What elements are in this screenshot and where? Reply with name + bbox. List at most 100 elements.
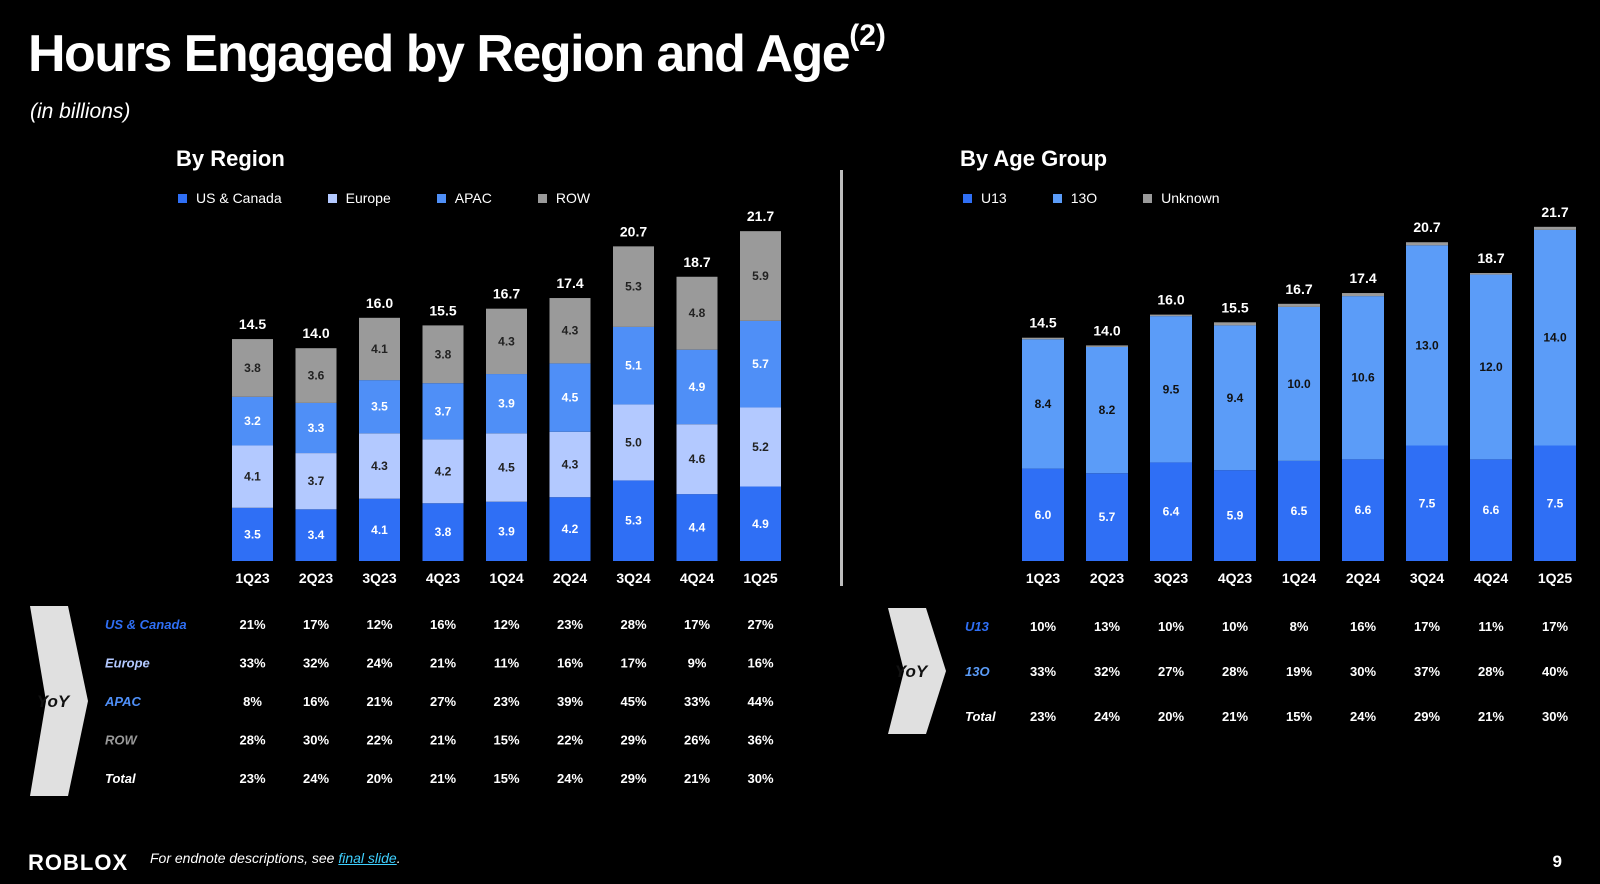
region-legend: US & Canada Europe APAC ROW <box>178 190 590 206</box>
data-label-u13-2q24: 6.6 <box>1355 503 1372 517</box>
page-title: Hours Engaged by Region and Age(2) <box>28 18 886 83</box>
bar-segment-u13-2q23 <box>1086 473 1128 561</box>
region-panel-title: By Region <box>176 146 285 171</box>
bar-segment-unknown-4q23 <box>1214 322 1256 326</box>
data-label-apac-2q23: 3.3 <box>308 421 325 435</box>
data-label-europe-1q25: 5.2 <box>752 440 769 454</box>
yoy-row-label-apac: APAC <box>104 694 141 709</box>
total-label-1q25: 21.7 <box>747 208 774 224</box>
total-label-1q24: 16.7 <box>1285 281 1312 297</box>
yoy-value-apac-3q24: 45% <box>620 694 646 709</box>
data-label-13o-1q23: 8.4 <box>1035 397 1052 411</box>
legend-label-europe: Europe <box>345 190 391 206</box>
region-yoy-table: YoY US & Canada 21% 17% 12% 16% 12% 23% 28% 17% 27… <box>30 606 774 796</box>
tick-label-4q23: 4Q23 <box>1218 570 1252 586</box>
tick-label-2q23: 2Q23 <box>299 570 333 586</box>
yoy-value-row-1q25: 36% <box>747 733 773 748</box>
bar-segment-13o-1q25 <box>1534 229 1576 446</box>
data-label-u13-1q24: 6.5 <box>1291 504 1308 518</box>
total-label-1q23: 14.5 <box>239 316 266 332</box>
bar-segment-europe-4q24 <box>676 424 718 495</box>
bar-segment-europe-3q24 <box>613 404 654 481</box>
yoy-value-europe-3q24: 17% <box>620 656 646 671</box>
tick-label-3q23: 3Q23 <box>362 570 396 586</box>
bar-segment-u13-1q25 <box>1534 445 1576 561</box>
bar-segment-europe-1q23 <box>232 445 273 508</box>
bar-segment-unknown-3q24 <box>1406 242 1448 246</box>
data-label-us-and-canada-1q25: 4.9 <box>752 517 769 531</box>
total-label-3q23: 16.0 <box>366 295 393 311</box>
data-label-us-and-canada-3q24: 5.3 <box>625 514 642 528</box>
data-label-europe-1q24: 4.5 <box>498 461 515 475</box>
bar-segment-apac-4q23 <box>422 383 464 440</box>
tick-label-4q23: 4Q23 <box>426 570 460 586</box>
yoy-value-u13-3q23: 10% <box>1158 619 1184 634</box>
yoy-value-13o-2q24: 30% <box>1350 664 1376 679</box>
data-label-row-4q23: 3.8 <box>435 347 452 361</box>
tick-label-1q24: 1Q24 <box>489 570 523 586</box>
data-label-13o-4q24: 12.0 <box>1479 360 1503 374</box>
bar-segment-us-and-canada-4q23 <box>422 503 464 561</box>
legend-label-row: ROW <box>555 190 591 206</box>
yoy-row-label-u13: U13 <box>965 619 990 634</box>
yoy-value-europe-1q23: 33% <box>239 656 265 671</box>
yoy-label: YoY <box>895 662 929 681</box>
yoy-value-total-4q23: 21% <box>1222 709 1248 724</box>
data-label-apac-3q23: 3.5 <box>371 400 388 414</box>
yoy-arrow-box <box>30 606 88 796</box>
yoy-value-europe-1q24: 11% <box>494 656 520 671</box>
legend-swatch-u13 <box>963 193 972 203</box>
total-label-4q23: 15.5 <box>429 302 456 318</box>
yoy-value-u13-2q24: 16% <box>1350 619 1376 634</box>
bar-segment-13o-2q24 <box>1342 296 1384 460</box>
bar-segment-13o-3q23 <box>1150 316 1192 463</box>
tick-label-1q25: 1Q25 <box>1538 570 1572 586</box>
yoy-value-total-3q23: 20% <box>366 771 392 786</box>
total-label-3q24: 20.7 <box>1413 219 1440 235</box>
data-label-u13-4q23: 5.9 <box>1227 509 1244 523</box>
yoy-value-europe-1q25: 16% <box>747 656 773 671</box>
data-label-us-and-canada-3q23: 4.1 <box>371 523 388 537</box>
yoy-value-us-and-canada-4q23: 16% <box>430 617 456 632</box>
yoy-value-total-1q23: 23% <box>1030 709 1056 724</box>
region-stacked-bar-chart: 3.5 4.1 3.2 3.8 14.5 1Q23 3.4 3.7 3.3 3.6 14.0 2Q23… <box>232 208 781 586</box>
data-label-13o-2q24: 10.6 <box>1351 371 1375 385</box>
data-label-us-and-canada-4q24: 4.4 <box>689 521 706 535</box>
data-label-row-4q24: 4.8 <box>689 306 706 320</box>
final-slide-link[interactable]: final slide <box>338 850 397 866</box>
yoy-value-total-2q23: 24% <box>303 771 329 786</box>
bar-segment-u13-4q23 <box>1214 470 1256 561</box>
yoy-value-us-and-canada-4q24: 17% <box>684 617 710 632</box>
bar-segment-row-4q23 <box>422 325 464 384</box>
bar-segment-u13-1q24 <box>1278 460 1320 561</box>
data-label-13o-4q23: 9.4 <box>1227 391 1244 405</box>
yoy-value-13o-4q24: 28% <box>1478 664 1504 679</box>
yoy-value-row-3q24: 29% <box>620 733 646 748</box>
legend-swatch-us-canada <box>178 193 187 203</box>
yoy-value-us-and-canada-3q24: 28% <box>620 617 646 632</box>
legend-label-13o: 13O <box>1070 190 1098 206</box>
data-label-us-and-canada-2q23: 3.4 <box>308 528 325 542</box>
data-label-europe-4q24: 4.6 <box>689 452 706 466</box>
total-label-4q23: 15.5 <box>1221 299 1248 315</box>
tick-label-3q23: 3Q23 <box>1154 570 1188 586</box>
bar-segment-row-2q24 <box>549 298 591 364</box>
yoy-value-total-1q24: 15% <box>1286 709 1312 724</box>
tick-label-2q24: 2Q24 <box>553 570 587 586</box>
legend-swatch-13o <box>1052 193 1062 203</box>
total-label-2q23: 14.0 <box>1093 322 1120 338</box>
yoy-value-total-4q24: 21% <box>1478 709 1504 724</box>
age-yoy-table: YoY U13 10% 13% 10% 10% 8% 16% 17% 11% 17% 13O 33% 32… <box>888 608 1568 734</box>
bar-segment-europe-1q25 <box>740 407 781 487</box>
tick-label-1q23: 1Q23 <box>235 570 269 586</box>
bar-segment-13o-3q24 <box>1406 245 1448 446</box>
title-endnote: (2) <box>849 18 886 52</box>
tick-label-4q24: 4Q24 <box>680 570 714 586</box>
data-label-13o-3q23: 9.5 <box>1163 382 1180 396</box>
data-label-row-1q23: 3.8 <box>244 361 261 375</box>
bar-segment-us-and-canada-3q23 <box>359 498 400 561</box>
legend-label-u13: U13 <box>981 190 1007 206</box>
data-label-apac-1q25: 5.7 <box>752 357 769 371</box>
bar-segment-u13-1q23 <box>1022 468 1064 561</box>
